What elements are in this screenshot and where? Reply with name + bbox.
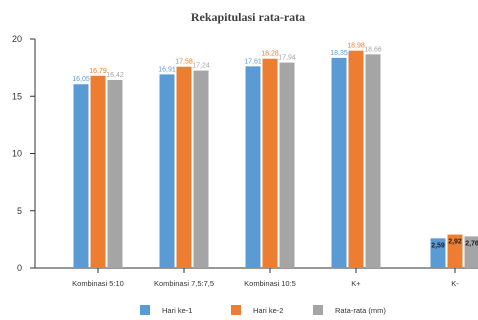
data-label: 18,28 — [261, 51, 279, 58]
legend-swatch — [231, 305, 241, 315]
bar — [464, 236, 478, 268]
y-tick-label: 10 — [12, 149, 22, 159]
legend-swatch — [140, 305, 150, 315]
y-tick-label: 20 — [12, 34, 22, 44]
bar — [245, 66, 261, 268]
x-tick-label: Kombinasi 10:5 — [244, 279, 296, 288]
bar — [159, 74, 175, 269]
bar — [193, 70, 209, 269]
legend-label: Rata-rata (mm) — [335, 306, 386, 315]
data-label: 2,92 — [448, 239, 462, 246]
legend-item: Rata-rata (mm) — [313, 305, 386, 315]
data-label: 16,05 — [72, 76, 90, 83]
bar — [107, 79, 123, 268]
y-tick-label: 0 — [17, 263, 22, 273]
x-tick-label: Kombinasi 7,5:7,5 — [154, 279, 214, 288]
data-label: 18,98 — [347, 43, 365, 50]
bar — [447, 234, 463, 268]
legend-label: Hari ke-2 — [253, 306, 283, 315]
data-label: 16,42 — [106, 72, 124, 79]
bar — [348, 50, 364, 268]
data-label: 16,91 — [158, 66, 176, 73]
bar — [365, 54, 381, 268]
legend-item: Hari ke-1 — [140, 305, 192, 315]
x-tick-label: K- — [451, 279, 459, 288]
bars: 16,0516,9117,6118,352,5916,7917,5818,281… — [72, 43, 478, 269]
chart-title: Rekapitulasi rata-rata — [191, 10, 305, 24]
x-tick-label: Kombinasi 5:10 — [72, 279, 124, 288]
x-tick-label: K+ — [351, 279, 361, 288]
data-label: 2,76 — [465, 240, 478, 247]
bar — [90, 75, 106, 268]
legend: Hari ke-1 Hari ke-2 Rata-rata (mm) — [140, 305, 386, 315]
data-label: 17,58 — [175, 59, 193, 66]
data-label: 16,79 — [89, 68, 107, 75]
data-label: 17,61 — [244, 58, 262, 65]
bar — [331, 57, 347, 268]
y-tick-label: 15 — [12, 91, 22, 101]
bar — [73, 84, 89, 268]
bar — [176, 66, 192, 268]
y-tick-label: 5 — [17, 206, 22, 216]
data-label: 18,66 — [364, 46, 382, 53]
legend-label: Hari ke-1 — [162, 306, 192, 315]
legend-swatch — [313, 305, 323, 315]
bar — [262, 58, 278, 268]
data-label: 2,59 — [431, 242, 445, 249]
data-label: 17,24 — [192, 63, 210, 70]
data-label: 17,94 — [278, 55, 296, 62]
data-label: 18,35 — [330, 50, 348, 57]
legend-item: Hari ke-2 — [231, 305, 283, 315]
bar — [430, 238, 446, 268]
bar — [279, 62, 295, 268]
